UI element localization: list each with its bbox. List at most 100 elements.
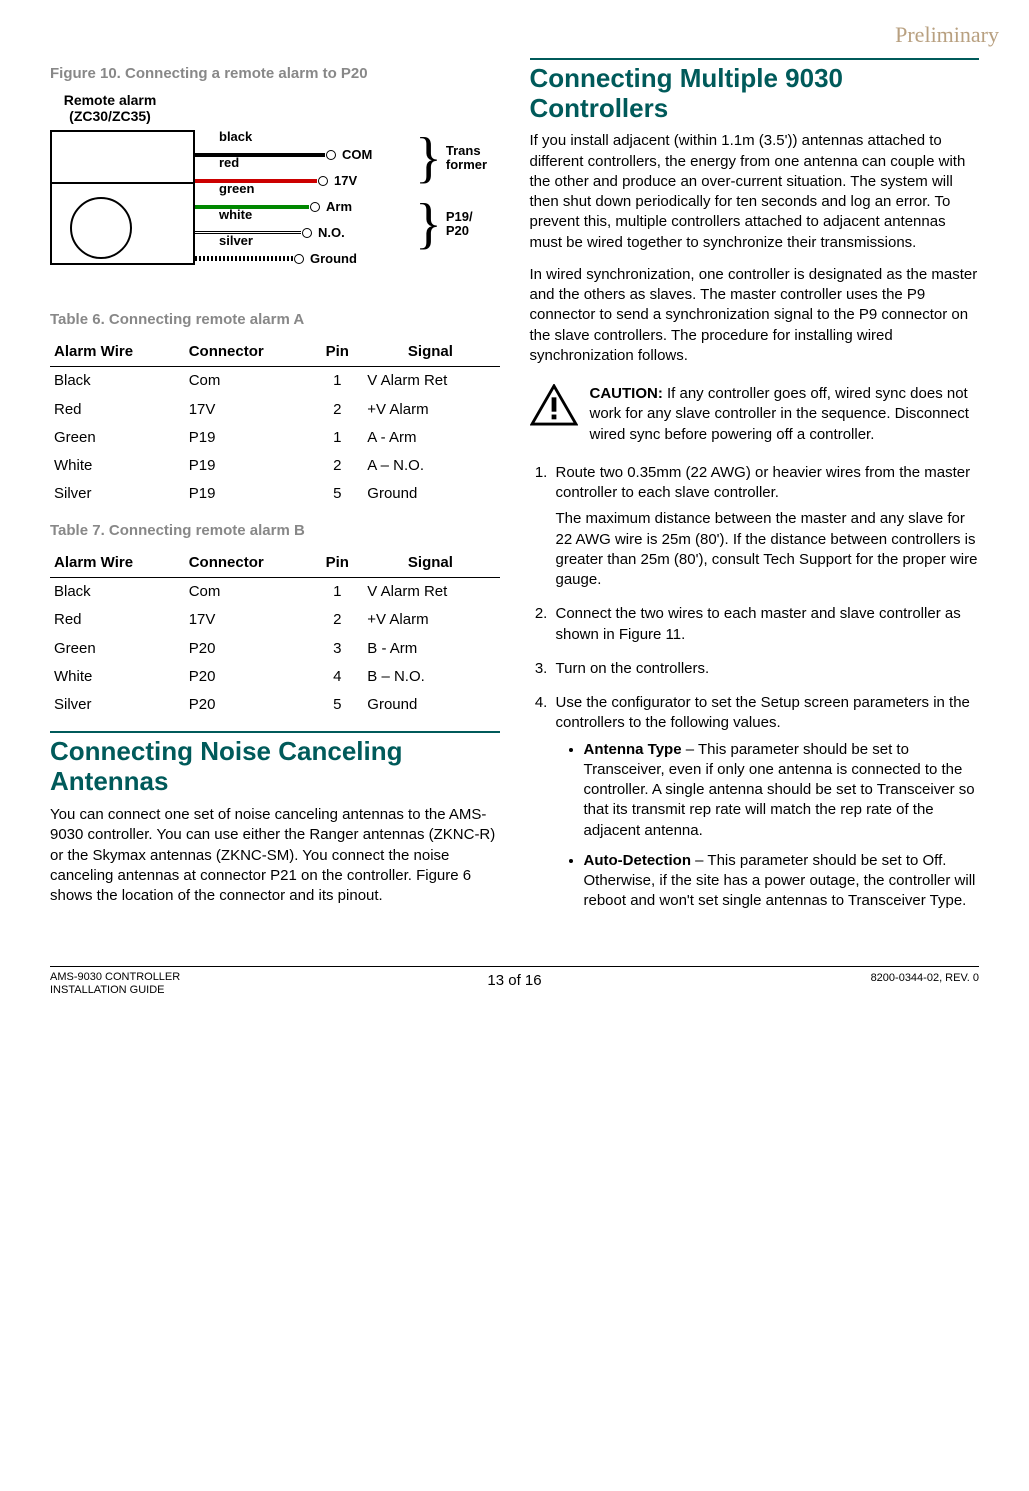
remote-alarm-label: Remote alarm (ZC30/ZC35) [50, 92, 170, 124]
table-row: SilverP195Ground [50, 480, 500, 508]
right-column: Connecting Multiple 9030 Controllers If … [530, 58, 980, 926]
remote-label-line1: Remote alarm [64, 92, 157, 108]
cell-pin: 1 [313, 578, 363, 607]
table7-title: Table 7. Connecting remote alarm B [50, 521, 500, 541]
step4-bullets: Antenna Type – This parameter should be … [556, 740, 980, 912]
step-2: Connect the two wires to each master and… [552, 604, 980, 645]
cell-signal: B - Arm [363, 635, 499, 663]
table6: Alarm Wire Connector Pin Signal BlackCom… [50, 338, 500, 509]
cell-connector: P20 [185, 635, 314, 663]
step4-text: Use the configurator to set the Setup sc… [556, 694, 970, 731]
cell-pin: 4 [313, 663, 363, 691]
th-connector: Connector [185, 338, 314, 367]
th-alarm-wire: Alarm Wire [50, 549, 185, 578]
left-column: Figure 10. Connecting a remote alarm to … [50, 58, 500, 926]
wire-label-silver: silver [219, 232, 253, 250]
multi-p1: If you install adjacent (within 1.1m (3.… [530, 131, 980, 253]
cell-signal: V Alarm Ret [363, 367, 499, 396]
table-row: GreenP203B - Arm [50, 635, 500, 663]
footer-left-l2: INSTALLATION GUIDE [50, 984, 165, 996]
cell-wire: Black [50, 578, 185, 607]
step-4: Use the configurator to set the Setup sc… [552, 693, 980, 912]
step-1: Route two 0.35mm (22 AWG) or heavier wir… [552, 463, 980, 591]
b1-label: Antenna Type [584, 741, 682, 758]
group-p19p20: } P19/P20 [415, 210, 473, 239]
multi-p2: In wired synchronization, one controller… [530, 265, 980, 366]
wire-label-red: red [219, 154, 239, 172]
remote-label-line2: (ZC30/ZC35) [69, 108, 151, 124]
cell-connector: P20 [185, 691, 314, 719]
step-3: Turn on the controllers. [552, 659, 980, 679]
footer-right: 8200-0344-02, REV. 0 [669, 971, 979, 986]
cell-wire: Black [50, 367, 185, 396]
cell-pin: 5 [313, 480, 363, 508]
signal-ground: Ground [310, 250, 357, 268]
wire-label-black: black [219, 128, 252, 146]
cell-signal: V Alarm Ret [363, 578, 499, 607]
wire-label-white: white [219, 206, 252, 224]
warning-icon [530, 384, 578, 445]
steps-list: Route two 0.35mm (22 AWG) or heavier wir… [530, 463, 980, 912]
cell-wire: White [50, 663, 185, 691]
cell-signal: +V Alarm [363, 606, 499, 634]
th-pin: Pin [313, 338, 363, 367]
cell-signal: +V Alarm [363, 396, 499, 424]
heading-multiple-controllers: Connecting Multiple 9030 Controllers [530, 58, 980, 124]
cell-connector: P19 [185, 452, 314, 480]
table-row: SilverP205Ground [50, 691, 500, 719]
footer-left: AMS-9030 CONTROLLER INSTALLATION GUIDE [50, 971, 360, 997]
table-row: WhiteP192A – N.O. [50, 452, 500, 480]
signal-com: COM [342, 146, 372, 164]
caution-text: CAUTION: If any controller goes off, wir… [590, 384, 980, 445]
cell-connector: P19 [185, 480, 314, 508]
cell-pin: 5 [313, 691, 363, 719]
group-transformer: } Transformer [415, 144, 487, 173]
caution-label: CAUTION: [590, 385, 663, 402]
table-row: BlackCom1V Alarm Ret [50, 367, 500, 396]
cell-connector: 17V [185, 606, 314, 634]
table-row: WhiteP204B – N.O. [50, 663, 500, 691]
cell-connector: 17V [185, 396, 314, 424]
heading-noise-canceling: Connecting Noise Canceling Antennas [50, 731, 500, 797]
cell-signal: Ground [363, 691, 499, 719]
table7: Alarm Wire Connector Pin Signal BlackCom… [50, 549, 500, 720]
cell-wire: Red [50, 606, 185, 634]
signal-no: N.O. [318, 224, 345, 242]
th-connector: Connector [185, 549, 314, 578]
cell-pin: 2 [313, 606, 363, 634]
caution-box: CAUTION: If any controller goes off, wir… [530, 384, 980, 445]
cell-connector: P19 [185, 424, 314, 452]
cell-wire: Green [50, 635, 185, 663]
th-signal: Signal [363, 549, 499, 578]
signal-17v: 17V [334, 172, 357, 190]
cell-signal: A - Arm [363, 424, 499, 452]
cell-wire: Red [50, 396, 185, 424]
th-alarm-wire: Alarm Wire [50, 338, 185, 367]
table-row: Red17V2+V Alarm [50, 396, 500, 424]
page-footer: AMS-9030 CONTROLLER INSTALLATION GUIDE 1… [50, 966, 979, 997]
watermark: Preliminary [50, 20, 999, 50]
cell-signal: Ground [363, 480, 499, 508]
cell-connector: P20 [185, 663, 314, 691]
cell-wire: Green [50, 424, 185, 452]
wire-area: black COM red 17V green Arm white [195, 142, 372, 272]
th-signal: Signal [363, 338, 499, 367]
cell-signal: A – N.O. [363, 452, 499, 480]
footer-left-l1: AMS-9030 CONTROLLER [50, 971, 180, 983]
table-row: Red17V2+V Alarm [50, 606, 500, 634]
cell-pin: 3 [313, 635, 363, 663]
noise-canceling-p1: You can connect one set of noise canceli… [50, 805, 500, 906]
cell-connector: Com [185, 578, 314, 607]
alarm-box [50, 130, 195, 265]
cell-pin: 2 [313, 396, 363, 424]
bullet-antenna-type: Antenna Type – This parameter should be … [584, 740, 980, 841]
table6-title: Table 6. Connecting remote alarm A [50, 310, 500, 330]
cell-wire: White [50, 452, 185, 480]
signal-arm: Arm [326, 198, 352, 216]
table-row: BlackCom1V Alarm Ret [50, 578, 500, 607]
figure-title: Figure 10. Connecting a remote alarm to … [50, 64, 500, 84]
footer-page-number: 13 of 16 [360, 971, 670, 991]
cell-wire: Silver [50, 691, 185, 719]
wire-label-green: green [219, 180, 254, 198]
step1-text: Route two 0.35mm (22 AWG) or heavier wir… [556, 464, 971, 501]
